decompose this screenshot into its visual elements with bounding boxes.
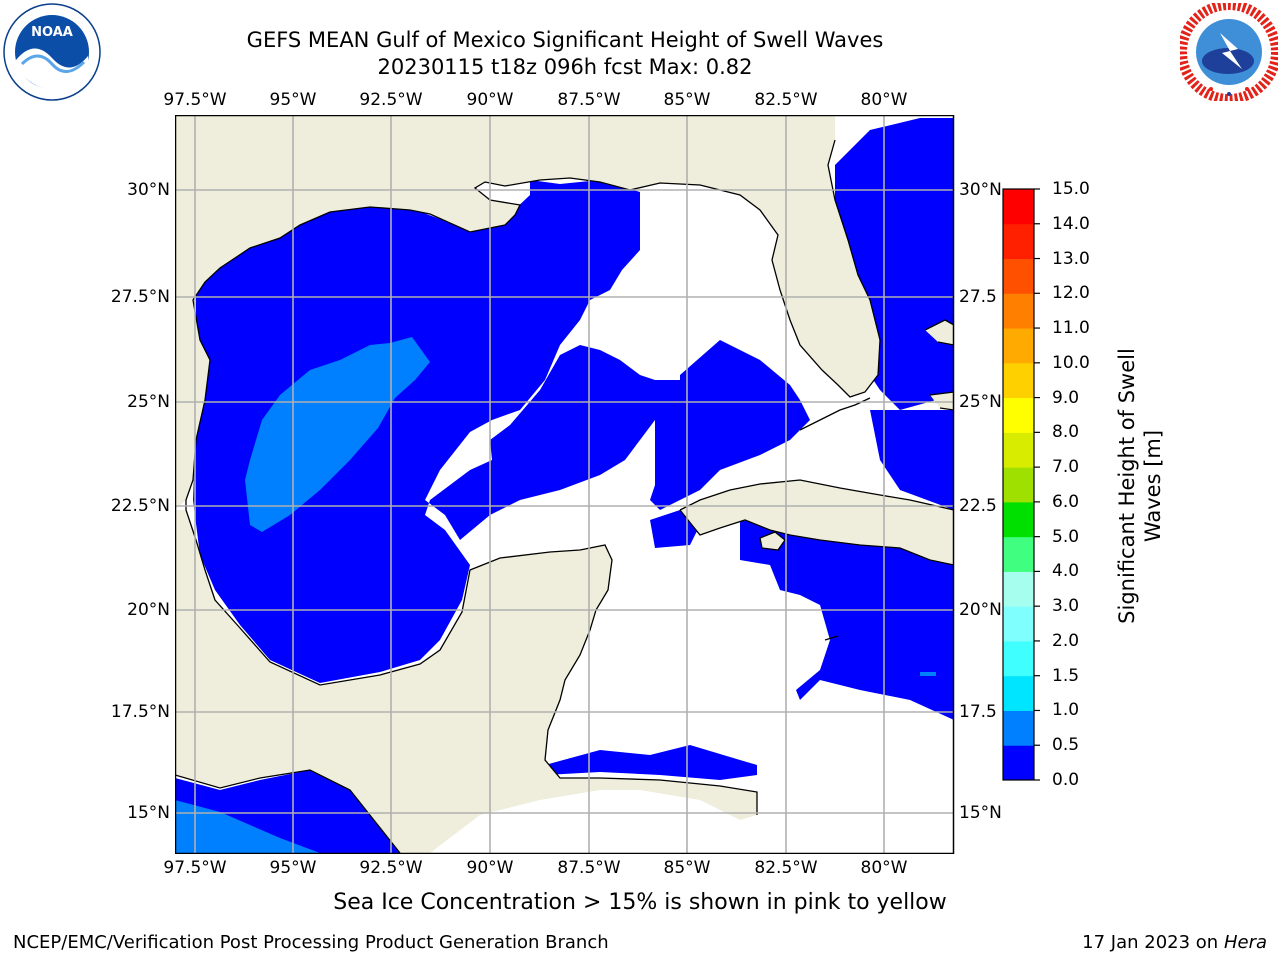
sea-ice-note: Sea Ice Concentration > 15% is shown in … — [333, 890, 947, 915]
noaa-logo: NOAA — [3, 3, 101, 101]
graticule — [175, 115, 954, 853]
colorbar-tick-label: 4.0 — [1052, 561, 1080, 582]
lon-tick-bottom: 95°W — [269, 858, 317, 878]
colorbar-tick-label: 0.0 — [1052, 770, 1080, 790]
lon-tick-bottom: 85°W — [663, 858, 711, 878]
lat-tick-left: 17.5°N — [110, 702, 170, 722]
footer-credit: NCEP/EMC/Verification Post Processing Pr… — [13, 932, 609, 953]
colorbar-tick-label: 13.0 — [1052, 248, 1090, 269]
colorbar-swatch — [1003, 710, 1034, 746]
lon-tick-top: 82.5°W — [754, 90, 818, 110]
colorbar-swatch — [1003, 328, 1034, 364]
colorbar-tick-label: 12.0 — [1052, 283, 1090, 304]
colorbar-swatch — [1003, 571, 1034, 607]
lat-tick-left: 20°N — [127, 600, 170, 620]
footer-date-text: 17 Jan 2023 on — [1082, 932, 1224, 953]
lon-tick-bottom: 82.5°W — [754, 858, 818, 878]
colorbar-swatch — [1003, 397, 1034, 433]
colorbar-tick-label: 15.0 — [1052, 179, 1090, 199]
lon-tick-bottom: 87.5°W — [557, 858, 621, 878]
colorbar — [1002, 188, 1040, 781]
colorbar-swatch — [1003, 536, 1034, 572]
colorbar-swatch — [1003, 293, 1034, 329]
lon-tick-top: 80°W — [860, 90, 908, 110]
colorbar-tick-label: 6.0 — [1052, 491, 1080, 512]
colorbar-swatch — [1003, 189, 1034, 225]
lon-tick-top: 92.5°W — [359, 90, 423, 110]
lat-tick-right: 20°N — [959, 600, 1002, 620]
colorbar-title-line2: Waves [m] — [1141, 429, 1165, 543]
colorbar-swatch — [1003, 501, 1034, 538]
lon-tick-bottom: 97.5°W — [163, 858, 227, 878]
map-frame — [175, 115, 955, 854]
lon-tick-top: 90°W — [466, 90, 514, 110]
colorbar-tick-label: 1.0 — [1052, 700, 1080, 721]
lat-tick-left: 22.5°N — [110, 496, 170, 516]
colorbar-tick-label: 8.0 — [1052, 422, 1080, 443]
lat-tick-right: 22.5 — [959, 496, 997, 516]
colorbar-swatch — [1003, 223, 1034, 260]
lat-tick-right: 30°N — [959, 180, 1002, 200]
svg-text:NOAA: NOAA — [31, 25, 73, 40]
lon-tick-top: 95°W — [269, 90, 317, 110]
colorbar-tick-label: 7.0 — [1052, 457, 1080, 478]
colorbar-swatch — [1003, 258, 1034, 294]
lat-tick-right: 17.5 — [959, 702, 997, 722]
lat-tick-left: 30°N — [127, 180, 170, 200]
footer-date: 17 Jan 2023 on Hera — [1082, 932, 1267, 953]
coastline — [175, 139, 954, 853]
colorbar-tick-label: 14.0 — [1052, 213, 1090, 234]
colorbar-swatch — [1003, 675, 1034, 711]
colorbar-swatch — [1003, 640, 1034, 677]
colorbar-tick-label: 5.0 — [1052, 526, 1080, 547]
lat-tick-right: 27.5 — [959, 287, 997, 307]
footer-host: Hera — [1223, 932, 1267, 953]
colorbar-swatch — [1003, 606, 1034, 642]
colorbar-tick-label: 0.5 — [1052, 735, 1080, 756]
nws-logo — [1180, 3, 1278, 101]
lon-tick-bottom: 80°W — [860, 858, 908, 878]
colorbar-tick-label: 10.0 — [1052, 352, 1090, 373]
lon-tick-top: 85°W — [663, 90, 711, 110]
map-subtitle: 20230115 t18z 096h fcst Max: 0.82 — [377, 55, 753, 79]
land — [175, 115, 954, 853]
lat-tick-left: 25°N — [127, 392, 170, 412]
lon-tick-top: 97.5°W — [163, 90, 227, 110]
colorbar-swatch — [1003, 745, 1034, 781]
swell-field-low — [175, 118, 954, 853]
colorbar-title-line1: Significant Height of Swell — [1115, 348, 1139, 624]
colorbar-swatch — [1003, 362, 1034, 399]
colorbar-tick-label: 1.5 — [1052, 665, 1080, 686]
gulf-map — [175, 115, 955, 854]
colorbar-swatch — [1003, 467, 1034, 503]
lat-tick-right: 15°N — [959, 803, 1002, 823]
colorbar-tick-label: 2.0 — [1052, 630, 1080, 651]
colorbar-tick-label: 3.0 — [1052, 596, 1080, 617]
colorbar-swatch — [1003, 432, 1034, 468]
lat-tick-right: 25°N — [959, 392, 1002, 412]
lat-tick-left: 27.5°N — [110, 287, 170, 307]
colorbar-tick-label: 9.0 — [1052, 387, 1080, 408]
lat-tick-left: 15°N — [127, 803, 170, 823]
colorbar-tick-label: 11.0 — [1052, 318, 1090, 339]
lon-tick-top: 87.5°W — [557, 90, 621, 110]
colorbar-title: Significant Height of Swell Waves [m] — [1114, 296, 1166, 676]
lon-tick-bottom: 92.5°W — [359, 858, 423, 878]
colorbar-swatches — [1003, 189, 1034, 781]
map-title: GEFS MEAN Gulf of Mexico Significant Hei… — [246, 28, 884, 52]
lon-tick-bottom: 90°W — [466, 858, 514, 878]
